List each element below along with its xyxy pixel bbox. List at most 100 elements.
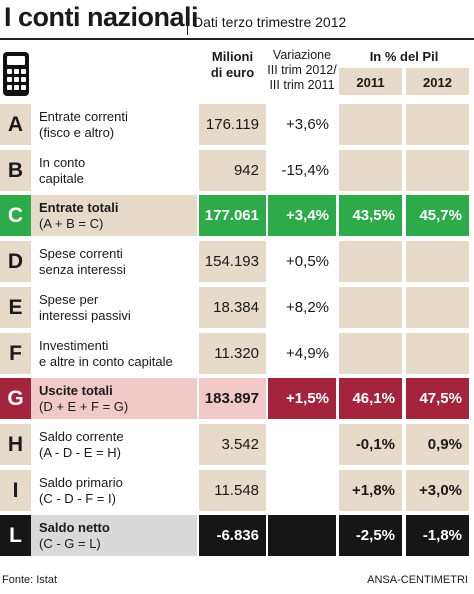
- row-label-detail: capitale: [39, 170, 84, 186]
- table-row: E Spese per interessi passivi 18.384 +8,2%: [0, 286, 474, 329]
- row-label: Entrate correnti (fisco e altro): [31, 104, 197, 145]
- value-variazione: -15,4%: [268, 150, 336, 191]
- variazione-header: Variazione III trim 2012/ III trim 2011: [267, 48, 337, 92]
- row-letter: D: [0, 241, 31, 282]
- value-milioni: 18.384: [199, 287, 266, 328]
- row-letter: F: [0, 333, 31, 374]
- value-pil-2012: 0,9%: [406, 424, 469, 465]
- value-variazione: [268, 424, 336, 465]
- value-pil-2012: [406, 241, 469, 282]
- row-label: Saldo netto (C - G = L): [31, 515, 197, 556]
- table-row: I Saldo primario (C - D - F = I) 11.548 +1,8…: [0, 469, 474, 512]
- row-label-detail: (fisco e altro): [39, 124, 115, 140]
- row-label-detail: (A - D - E = H): [39, 444, 121, 460]
- value-milioni: 176.119: [199, 104, 266, 145]
- pil-header-box-2011: [339, 68, 402, 95]
- row-label-detail: (D + E + F = G): [39, 398, 129, 414]
- value-variazione: [268, 515, 336, 556]
- row-label-main: Entrate totali: [39, 199, 119, 215]
- row-label-detail: interessi passivi: [39, 307, 131, 323]
- row-label-main: Saldo primario: [39, 474, 123, 490]
- row-label: Entrate totali (A + B = C): [31, 195, 197, 236]
- table-row: C Entrate totali (A + B = C) 177.061 +3,4% 43…: [0, 194, 474, 237]
- value-pil-2011: [339, 287, 402, 328]
- row-label: Spese correnti senza interessi: [31, 241, 197, 282]
- value-pil-2011: 46,1%: [339, 378, 402, 419]
- row-label: Uscite totali (D + E + F = G): [31, 378, 197, 419]
- value-pil-2012: 45,7%: [406, 195, 469, 236]
- row-letter: A: [0, 104, 31, 145]
- value-pil-2012: [406, 150, 469, 191]
- row-label-detail: (C - G = L): [39, 535, 101, 551]
- value-pil-2012: [406, 333, 469, 374]
- value-milioni: 942: [199, 150, 266, 191]
- value-milioni: 11.548: [199, 470, 266, 511]
- row-label: In conto capitale: [31, 150, 197, 191]
- table-row: L Saldo netto (C - G = L) -6.836 -2,5% -1,8%: [0, 514, 474, 557]
- table-row: A Entrate correnti (fisco e altro) 176.119 +…: [0, 103, 474, 146]
- calculator-icon: [3, 52, 29, 96]
- row-label-main: Saldo netto: [39, 519, 110, 535]
- row-label-detail: (A + B = C): [39, 215, 104, 231]
- title-divider: [187, 7, 188, 35]
- value-pil-2012: [406, 287, 469, 328]
- row-letter: L: [0, 515, 31, 556]
- value-variazione: +4,9%: [268, 333, 336, 374]
- row-label-detail: (C - D - F = I): [39, 490, 116, 506]
- credit-note: ANSA-CENTIMETRI: [367, 574, 468, 586]
- table-row: G Uscite totali (D + E + F = G) 183.897 +1,5…: [0, 377, 474, 420]
- pil-year-2011: 2011: [356, 75, 385, 90]
- row-label: Investimenti e altre in conto capitale: [31, 333, 197, 374]
- value-pil-2011: 43,5%: [339, 195, 402, 236]
- row-label-main: Saldo corrente: [39, 428, 124, 444]
- value-pil-2012: -1,8%: [406, 515, 469, 556]
- value-pil-2012: [406, 104, 469, 145]
- value-milioni: 183.897: [199, 378, 266, 419]
- row-letter: C: [0, 195, 31, 236]
- row-letter: I: [0, 470, 31, 511]
- value-pil-2012: 47,5%: [406, 378, 469, 419]
- value-pil-2011: [339, 333, 402, 374]
- row-label-main: Spese per: [39, 291, 99, 307]
- source-note: Fonte: Istat: [2, 574, 58, 586]
- value-pil-2011: -0,1%: [339, 424, 402, 465]
- table-row: H Saldo corrente (A - D - E = H) 3.542 -0,1%…: [0, 423, 474, 466]
- value-pil-2011: [339, 104, 402, 145]
- row-label-detail: e altre in conto capitale: [39, 353, 173, 369]
- page-subtitle: Dati terzo trimestre 2012: [193, 14, 347, 30]
- header: I conti nazionali Dati terzo trimestre 2…: [0, 0, 474, 40]
- row-letter: H: [0, 424, 31, 465]
- value-variazione: +1,5%: [268, 378, 336, 419]
- row-label-main: Investimenti: [39, 337, 109, 353]
- value-pil-2012: +3,0%: [406, 470, 469, 511]
- milioni-header: Milioni di euro: [210, 49, 255, 80]
- value-milioni: 177.061: [199, 195, 266, 236]
- row-label: Saldo primario (C - D - F = I): [31, 470, 197, 511]
- table-row: F Investimenti e altre in conto capitale 11…: [0, 332, 474, 375]
- row-label-main: Spese correnti: [39, 245, 123, 261]
- pil-year-2012: 2012: [423, 75, 452, 90]
- page-title: I conti nazionali: [4, 2, 199, 32]
- pil-header: In % del Pil: [369, 49, 439, 64]
- value-milioni: 154.193: [199, 241, 266, 282]
- value-milioni: -6.836: [199, 515, 266, 556]
- value-milioni: 3.542: [199, 424, 266, 465]
- table-row: B In conto capitale 942 -15,4%: [0, 149, 474, 192]
- table-row: D Spese correnti senza interessi 154.193 +0,…: [0, 240, 474, 283]
- value-milioni: 11.320: [199, 333, 266, 374]
- row-label: Spese per interessi passivi: [31, 287, 197, 328]
- row-label-detail: senza interessi: [39, 261, 126, 277]
- value-pil-2011: [339, 150, 402, 191]
- row-label-main: Uscite totali: [39, 382, 113, 398]
- value-pil-2011: +1,8%: [339, 470, 402, 511]
- value-variazione: +3,6%: [268, 104, 336, 145]
- row-label-main: Entrate correnti: [39, 108, 128, 124]
- value-pil-2011: [339, 241, 402, 282]
- value-variazione: +0,5%: [268, 241, 336, 282]
- row-letter: G: [0, 378, 31, 419]
- value-variazione: [268, 470, 336, 511]
- value-variazione: +3,4%: [268, 195, 336, 236]
- value-pil-2011: -2,5%: [339, 515, 402, 556]
- row-letter: E: [0, 287, 31, 328]
- row-letter: B: [0, 150, 31, 191]
